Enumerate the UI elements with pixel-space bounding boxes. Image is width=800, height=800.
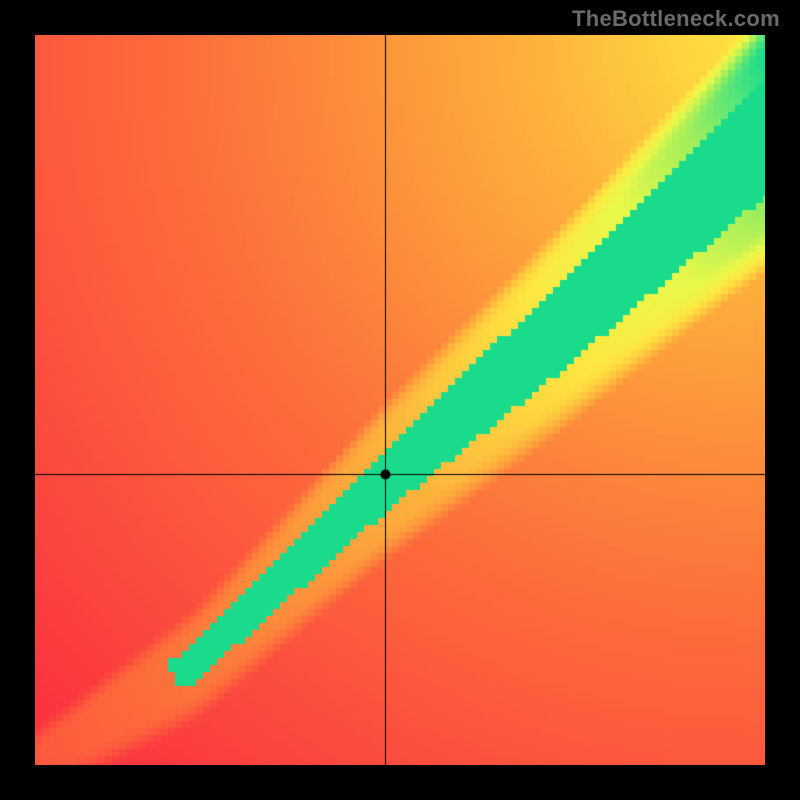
bottleneck-heatmap xyxy=(35,35,765,765)
watermark-text: TheBottleneck.com xyxy=(572,6,780,32)
